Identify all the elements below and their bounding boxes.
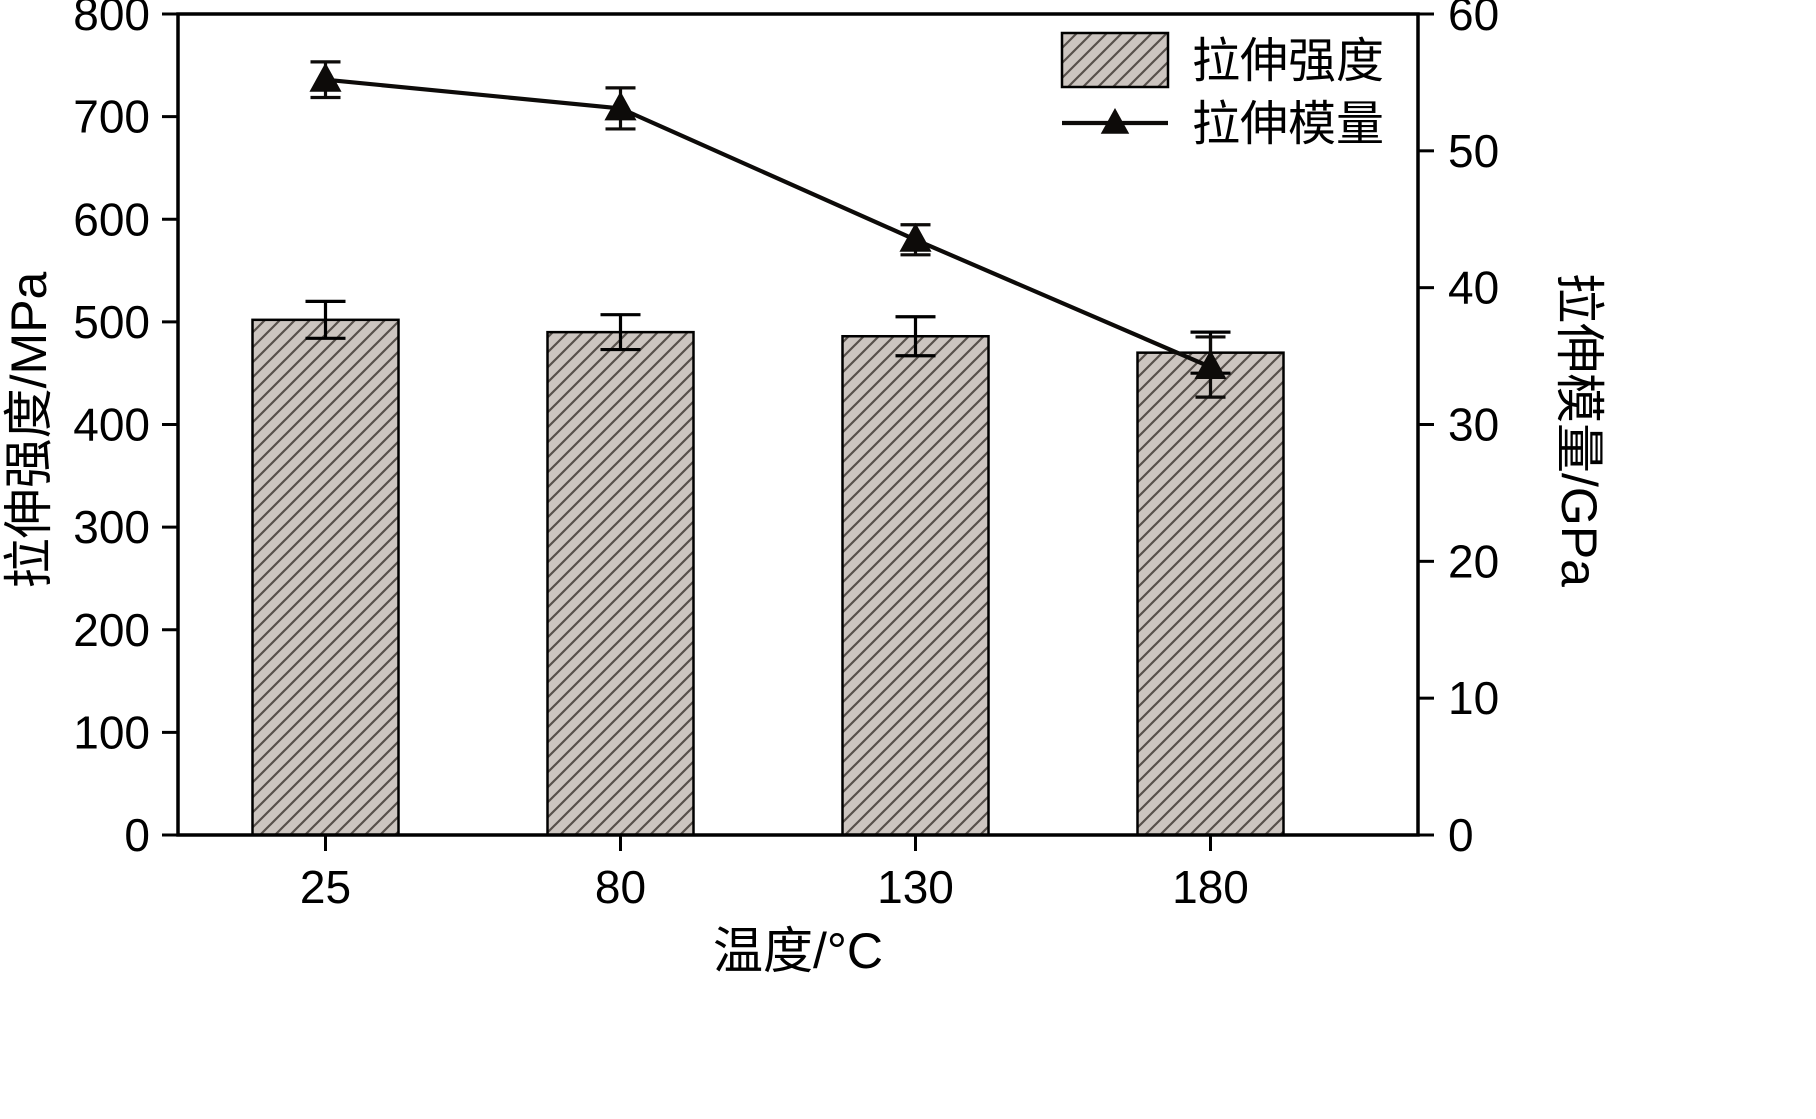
axes: 0 100 200 300 400 500 600 700 800 0 10 20 30 40 50 60 25… <box>73 0 1499 913</box>
x-tick-label: 25 <box>300 861 351 913</box>
left-tick-label: 400 <box>73 399 150 451</box>
legend-label-modulus: 拉伸模量 <box>1192 98 1384 151</box>
left-tick-label: 200 <box>73 604 150 656</box>
x-tick-label: 180 <box>1172 861 1249 913</box>
triangle-marker-icon <box>899 222 932 252</box>
bar-180 <box>1136 330 1285 837</box>
legend-label-strength: 拉伸强度 <box>1192 35 1384 88</box>
x-tick-label: 80 <box>595 861 646 913</box>
bar-25 <box>251 299 400 837</box>
left-tick-label: 700 <box>73 91 150 143</box>
right-y-axis-title: 拉伸模量/GPa <box>1551 273 1607 587</box>
left-tick-label: 600 <box>73 193 150 245</box>
left-tick-label: 100 <box>73 706 150 758</box>
bar-error-bar <box>895 315 936 358</box>
triangle-marker-icon <box>1194 349 1227 380</box>
left-tick-label: 300 <box>73 501 150 553</box>
legend-triangle-icon <box>1100 108 1130 134</box>
left-y-axis-title: 拉伸强度/MPa <box>1 271 57 588</box>
right-tick-label: 40 <box>1448 262 1499 314</box>
left-tick-label: 800 <box>73 0 150 40</box>
bar-80 <box>546 313 695 837</box>
right-tick-label: 30 <box>1448 399 1499 451</box>
plot-area <box>251 60 1285 837</box>
triangle-marker-icon <box>604 91 637 121</box>
bar-130 <box>841 315 990 837</box>
right-tick-label: 60 <box>1448 0 1499 40</box>
bar-error-bar <box>305 299 346 340</box>
left-tick-label: 0 <box>124 809 150 861</box>
modulus-line-series <box>309 60 1227 399</box>
right-tick-label: 10 <box>1448 672 1499 724</box>
x-axis-title: 温度/°C <box>713 923 883 979</box>
triangle-marker-icon <box>309 62 342 92</box>
legend-swatch-strength <box>1060 31 1170 89</box>
x-tick-label: 130 <box>877 861 954 913</box>
bar-error-bar <box>600 313 641 352</box>
right-tick-label: 20 <box>1448 535 1499 587</box>
right-tick-label: 0 <box>1448 809 1474 861</box>
left-tick-label: 500 <box>73 296 150 348</box>
right-tick-label: 50 <box>1448 125 1499 177</box>
